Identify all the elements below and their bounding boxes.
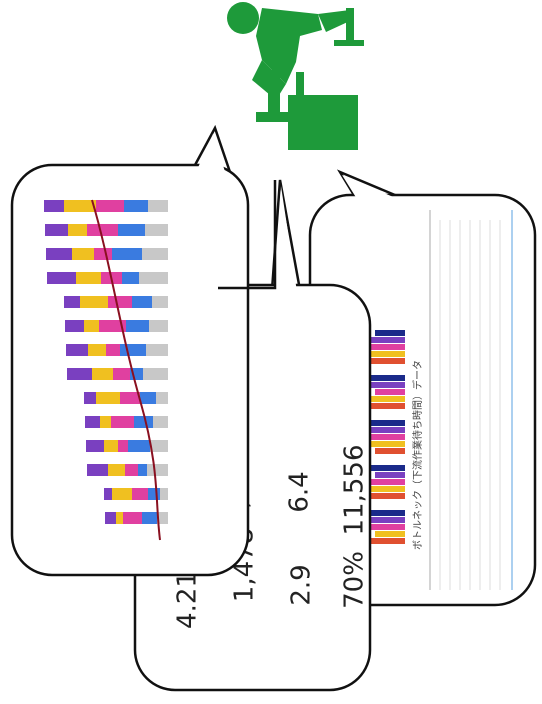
decoration	[143, 368, 168, 380]
decoration	[146, 344, 168, 356]
decoration	[68, 224, 87, 236]
decoration	[66, 344, 88, 356]
metric: 4.21	[173, 571, 203, 629]
decoration	[64, 200, 96, 212]
decoration	[44, 200, 64, 212]
decoration	[122, 272, 139, 284]
decoration	[118, 440, 128, 452]
decoration	[76, 272, 101, 284]
decoration	[365, 420, 405, 426]
decoration	[375, 330, 405, 336]
decoration	[72, 248, 94, 260]
decoration	[365, 337, 405, 343]
decoration	[100, 416, 111, 428]
decoration	[123, 512, 142, 524]
metric: 11,556	[340, 445, 370, 536]
decoration	[145, 224, 168, 236]
decoration	[375, 531, 405, 537]
decoration	[153, 416, 168, 428]
decoration	[111, 416, 134, 428]
decoration	[365, 479, 405, 485]
decoration	[355, 403, 405, 409]
decoration	[67, 368, 92, 380]
decoration	[84, 392, 96, 404]
decoration	[355, 486, 405, 492]
decoration	[345, 375, 405, 381]
decoration	[128, 440, 150, 452]
decoration	[148, 488, 160, 500]
decoration	[87, 464, 108, 476]
metric: 6.4	[285, 471, 315, 512]
decoration	[142, 248, 168, 260]
decoration	[355, 427, 405, 433]
decoration	[80, 296, 108, 308]
decoration	[124, 200, 148, 212]
decoration	[99, 320, 126, 332]
decoration	[116, 512, 123, 524]
decoration	[138, 464, 147, 476]
decoration	[47, 272, 76, 284]
decoration	[152, 296, 168, 308]
decoration	[92, 368, 113, 380]
decoration	[142, 512, 157, 524]
decoration	[104, 440, 118, 452]
decoration	[375, 389, 405, 395]
decoration	[345, 517, 405, 523]
decoration	[365, 396, 405, 402]
decoration	[112, 248, 142, 260]
decoration	[375, 448, 405, 454]
decoration	[45, 224, 68, 236]
decoration	[132, 488, 148, 500]
decoration	[105, 512, 116, 524]
decoration	[106, 344, 120, 356]
decoration	[375, 472, 405, 478]
decoration	[108, 296, 132, 308]
decoration	[120, 392, 140, 404]
decoration	[345, 351, 405, 357]
decoration	[120, 344, 146, 356]
decoration	[140, 392, 156, 404]
decoration	[134, 416, 153, 428]
decoration	[132, 296, 152, 308]
decoration	[345, 493, 405, 499]
decoration	[96, 200, 124, 212]
decoration	[157, 512, 168, 524]
metric: 70%	[340, 551, 370, 609]
decoration	[156, 392, 168, 404]
decoration	[94, 248, 112, 260]
decoration	[96, 392, 120, 404]
decoration	[148, 200, 168, 212]
decoration	[355, 344, 405, 350]
decoration	[365, 538, 405, 544]
decoration	[112, 488, 132, 500]
decoration	[91, 199, 161, 541]
decoration	[108, 464, 125, 476]
decoration	[64, 296, 80, 308]
table-title: ボトルネック（下流作業待ち時間）データ	[411, 360, 424, 550]
decoration	[147, 464, 168, 476]
decoration	[139, 272, 168, 284]
decoration	[118, 224, 145, 236]
pictogram	[227, 2, 364, 150]
left-bubble	[10, 124, 277, 577]
decoration	[84, 320, 99, 332]
decoration	[46, 248, 72, 260]
decoration	[160, 488, 168, 500]
decoration	[126, 320, 149, 332]
decoration	[85, 416, 100, 428]
decoration	[355, 510, 405, 516]
decoration	[149, 320, 168, 332]
decoration	[88, 344, 106, 356]
decoration	[87, 224, 118, 236]
decoration	[345, 434, 405, 440]
decoration	[104, 488, 112, 500]
metric: 2.9	[287, 564, 317, 605]
decoration	[65, 320, 84, 332]
decoration	[113, 368, 130, 380]
decoration	[86, 440, 104, 452]
decoration	[150, 440, 168, 452]
decoration	[125, 464, 138, 476]
